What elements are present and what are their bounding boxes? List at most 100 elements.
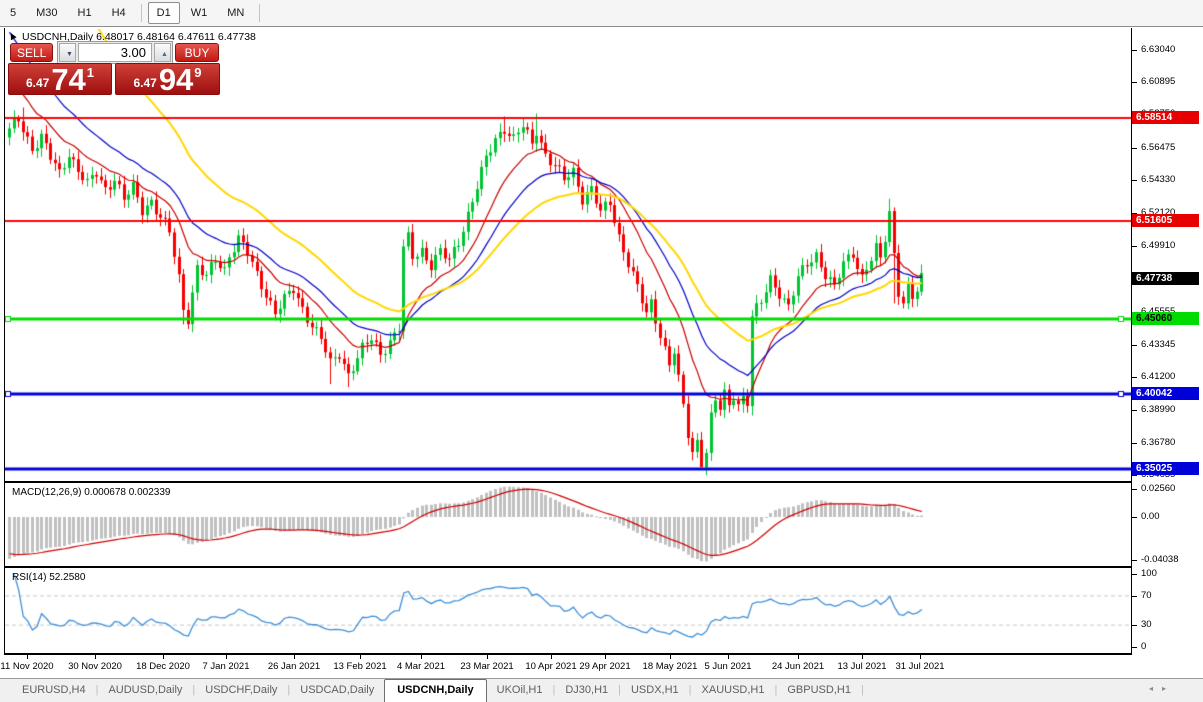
timeframe-button-h1[interactable]: H1 [77, 7, 92, 19]
rsi-tick-mark [1132, 574, 1137, 575]
price-axis[interactable]: 6.630406.608956.587506.564756.543306.521… [1132, 28, 1203, 655]
date-axis[interactable]: 11 Nov 2020 30 Nov 2020 18 Dec 2020 7 Jan 2… [0, 655, 1131, 678]
timeframe-button-d1[interactable]: D1 [147, 2, 180, 24]
macd-indicator-canvas[interactable] [5, 484, 1131, 566]
level-price-badge: 6.51605 [1132, 214, 1199, 228]
price-tick-label: 6.63040 [1141, 44, 1176, 56]
price-tick-mark [1132, 213, 1137, 215]
date-tick-label: 4 Mar 2021 [396, 661, 446, 672]
tab-gbpusd-h1[interactable]: GBPUSD,H1 [787, 684, 851, 696]
volume-spinner: ▼ ▲ [57, 41, 173, 64]
date-tick-label: 7 Jan 2021 [202, 661, 250, 672]
price-tick-label: 6.36780 [1141, 436, 1176, 448]
buy-price-display[interactable]: 6.47 94 9 [115, 63, 220, 95]
sell-price-display[interactable]: 6.47 74 1 [8, 63, 112, 95]
current-price-badge: 6.47738 [1132, 271, 1199, 285]
volume-decrease-button[interactable]: ▼ [59, 43, 76, 62]
panel-separator[interactable] [4, 566, 1203, 568]
tab-usdchf-daily[interactable]: USDCHF,Daily [205, 684, 278, 696]
macd-tick-label: -0.04038 [1141, 554, 1179, 566]
tab-eurusd-h4[interactable]: EURUSD,H4 [22, 684, 86, 696]
tab-scroll-right-button[interactable]: ▸ [1161, 684, 1175, 693]
rsi-tick-label: 100 [1141, 568, 1157, 579]
price-tick-mark [1132, 376, 1137, 378]
date-tick-label: 31 Jul 2021 [895, 661, 945, 672]
date-tick-mark [728, 655, 729, 659]
date-tick-mark [551, 655, 552, 659]
tab-usdx-h1[interactable]: USDX,H1 [630, 684, 679, 696]
price-tick-label: 6.41200 [1141, 370, 1176, 382]
macd-tick-mark [1132, 517, 1137, 518]
level-price-badge: 6.58514 [1132, 110, 1199, 124]
chart-title: USDCNH,Daily 6.48017 6.48164 6.47611 6.4… [22, 31, 256, 43]
price-tick-mark [1132, 180, 1137, 182]
price-tick-label: 6.54330 [1141, 174, 1176, 186]
price-tick-mark [1132, 246, 1137, 248]
date-tick-label: 10 Apr 2021 [525, 661, 577, 672]
date-tick-mark [27, 655, 28, 659]
tab-scroll-left-button[interactable]: ◂ [1148, 684, 1162, 693]
tab-xauusd-h1[interactable]: XAUUSD,H1 [701, 684, 765, 696]
date-tick-mark [360, 655, 361, 659]
price-tick-label: 6.38990 [1141, 403, 1176, 415]
timeframe-button-5[interactable]: 5 [10, 7, 17, 19]
tab-separator: | [95, 684, 99, 696]
date-tick-label: 13 Jul 2021 [837, 661, 887, 672]
date-tick-label: 13 Feb 2021 [333, 661, 387, 672]
rsi-tick-label: 30 [1141, 619, 1152, 631]
timeframe-button-m30[interactable]: M30 [36, 7, 58, 19]
rsi-tick-mark [1132, 595, 1137, 597]
tab-ukoil-h1[interactable]: UKOil,H1 [496, 684, 543, 696]
tab-dj30-h1[interactable]: DJ30,H1 [565, 684, 609, 696]
macd-tick-mark [1132, 489, 1137, 491]
date-tick-label: 23 Mar 2021 [460, 661, 514, 672]
price-tick-mark [1132, 442, 1137, 444]
symbol-tab-bar: EURUSD,H4 | AUDUSD,Daily | USDCHF,Daily | USDC… [0, 678, 1203, 702]
timeframe-toolbar: 5 M30 H1 H4 D1 W1 MN [0, 0, 1203, 27]
date-tick-mark [862, 655, 863, 659]
main-chart-canvas[interactable] [5, 29, 1131, 481]
price-tick-mark [1132, 82, 1137, 84]
rsi-tick-mark [1132, 625, 1137, 627]
price-tick-label: 6.45555 [1141, 306, 1175, 317]
date-tick-label: 11 Nov 2020 [0, 661, 54, 672]
chart-left-border [4, 28, 5, 655]
tab-audusd-daily[interactable]: AUDUSD,Daily [108, 684, 183, 696]
tab-separator: | [287, 684, 291, 696]
date-tick-mark [605, 655, 606, 659]
rsi-tick-mark [1132, 647, 1137, 648]
price-tick-mark [1132, 50, 1137, 52]
price-tick-label: 6.49910 [1141, 240, 1176, 252]
date-tick-label: 18 May 2021 [642, 661, 698, 672]
macd-label: MACD(12,26,9) 0.000678 0.002339 [12, 487, 171, 498]
price-tick-label: 6.43345 [1141, 338, 1176, 350]
tab-separator: | [192, 684, 196, 696]
date-tick-label: 24 Jun 2021 [771, 661, 825, 672]
date-tick-label: 5 Jun 2021 [704, 661, 752, 672]
rsi-label: RSI(14) 52.2580 [12, 572, 86, 583]
price-tick-mark [1132, 474, 1137, 476]
tab-separator: | [552, 684, 556, 696]
triangle-down-icon: ▼ [66, 51, 73, 58]
tab-scroll-arrows: ◂▸ [1149, 684, 1175, 693]
sell-button[interactable]: SELL [10, 43, 53, 62]
tab-usdcnh-daily[interactable]: USDCNH,Daily [384, 679, 487, 702]
panel-separator[interactable] [4, 653, 1203, 655]
volume-input[interactable] [78, 43, 152, 62]
timeframe-button-h4[interactable]: H4 [111, 7, 126, 19]
volume-increase-button[interactable]: ▲ [154, 43, 171, 62]
tab-usdcad-daily[interactable]: USDCAD,Daily [300, 684, 375, 696]
rsi-tick-label: 70 [1141, 589, 1152, 601]
timeframe-button-mn[interactable]: MN [227, 7, 245, 19]
date-tick-mark [163, 655, 164, 659]
rsi-indicator-canvas[interactable] [5, 569, 1131, 653]
price-axis-border [1131, 28, 1132, 655]
buy-price-sup: 9 [194, 65, 202, 80]
buy-button[interactable]: BUY [175, 43, 219, 62]
panel-separator[interactable] [4, 481, 1203, 483]
toolbar-separator [140, 4, 142, 22]
toolbar-separator [259, 4, 261, 22]
timeframe-button-w1[interactable]: W1 [190, 7, 208, 19]
date-tick-label: 18 Dec 2020 [136, 661, 190, 672]
